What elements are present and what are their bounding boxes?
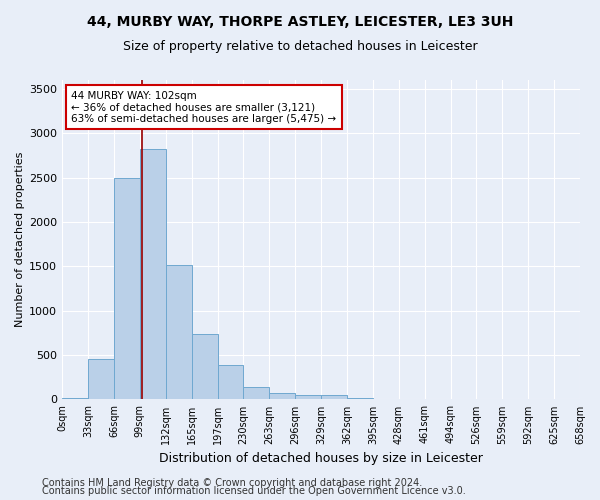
Bar [166,266,191,400]
Bar [140,149,166,400]
Bar [269,393,295,400]
Bar [62,398,88,400]
Bar [321,395,347,400]
X-axis label: Distribution of detached houses by size in Leicester: Distribution of detached houses by size … [159,452,483,465]
Text: Size of property relative to detached houses in Leicester: Size of property relative to detached ho… [122,40,478,53]
Y-axis label: Number of detached properties: Number of detached properties [15,152,25,328]
Bar [191,334,218,400]
Bar [347,398,373,400]
Bar [88,358,114,400]
Bar [244,386,269,400]
Text: 44, MURBY WAY, THORPE ASTLEY, LEICESTER, LE3 3UH: 44, MURBY WAY, THORPE ASTLEY, LEICESTER,… [87,15,513,29]
Text: Contains HM Land Registry data © Crown copyright and database right 2024.: Contains HM Land Registry data © Crown c… [42,478,422,488]
Text: Contains public sector information licensed under the Open Government Licence v3: Contains public sector information licen… [42,486,466,496]
Text: 44 MURBY WAY: 102sqm
← 36% of detached houses are smaller (3,121)
63% of semi-de: 44 MURBY WAY: 102sqm ← 36% of detached h… [71,90,337,124]
Bar [218,365,244,400]
Bar [295,395,321,400]
Bar [114,178,140,400]
